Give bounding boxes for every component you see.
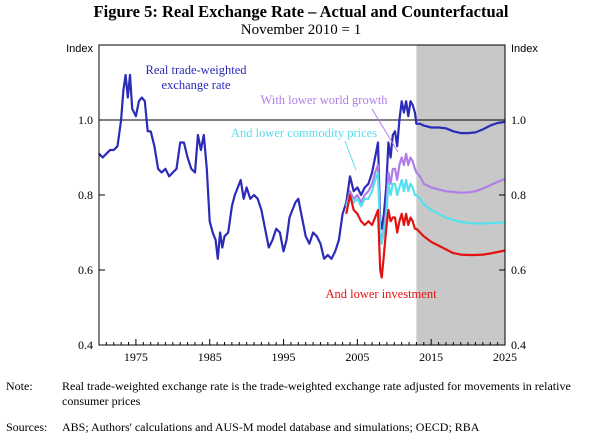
- series-label-investment: And lower investment: [325, 287, 437, 301]
- series-line-commodity: [345, 171, 506, 245]
- leader-line-commodity: [344, 140, 357, 171]
- note-label: Note:: [6, 379, 33, 393]
- x-tick-label: 2015: [419, 350, 443, 364]
- leader-line-world: [371, 108, 399, 153]
- series-label-line: Real trade-weighted: [146, 63, 248, 77]
- series-label-world: With lower world growth: [261, 93, 389, 107]
- series-line-actual: [98, 73, 506, 260]
- series-label-line: And lower investment: [325, 287, 437, 301]
- chart-subtitle: November 2010 = 1: [240, 22, 362, 38]
- series-label-actual: Real trade-weighted exchange rate: [146, 63, 248, 92]
- x-tick-label: 1985: [198, 350, 222, 364]
- y-axis-label-left: Index: [66, 43, 93, 55]
- y-tick-label-right: 0.4: [511, 338, 526, 352]
- series-label-line: And lower commodity prices: [231, 126, 377, 140]
- chart-note: Note: Real trade-weighted exchange rate …: [6, 379, 596, 409]
- y-tick-label-left: 0.6: [78, 263, 93, 277]
- series-line-world: [345, 152, 506, 242]
- y-tick-label-right: 0.8: [511, 188, 526, 202]
- series-label-line: With lower world growth: [261, 93, 389, 107]
- note-text: Real trade-weighted exchange rate is the…: [62, 379, 571, 408]
- sources-label: Sources:: [6, 420, 48, 434]
- y-tick-label-left: 0.4: [78, 338, 93, 352]
- sources-text: ABS; Authors' calculations and AUS-M mod…: [62, 420, 480, 434]
- y-tick-label-right: 1.0: [511, 113, 526, 127]
- y-tick-label-right: 0.6: [511, 263, 526, 277]
- y-tick-label-left: 1.0: [78, 113, 93, 127]
- chart-sources: Sources: ABS; Authors' calculations and …: [6, 420, 596, 435]
- x-tick-label: 1995: [272, 350, 296, 364]
- y-axis-label-right: Index: [511, 43, 538, 55]
- x-tick-label: 1975: [124, 350, 148, 364]
- y-tick-label-left: 0.8: [78, 188, 93, 202]
- series-label-commodity: And lower commodity prices: [231, 126, 377, 140]
- chart-title: Figure 5: Real Exchange Rate – Actual an…: [93, 2, 509, 21]
- forecast-shading: [416, 45, 505, 345]
- x-tick-label: 2025: [493, 350, 517, 364]
- series-line-investment: [345, 193, 506, 279]
- series-label-line: exchange rate: [161, 78, 231, 92]
- x-tick-label: 2005: [345, 350, 369, 364]
